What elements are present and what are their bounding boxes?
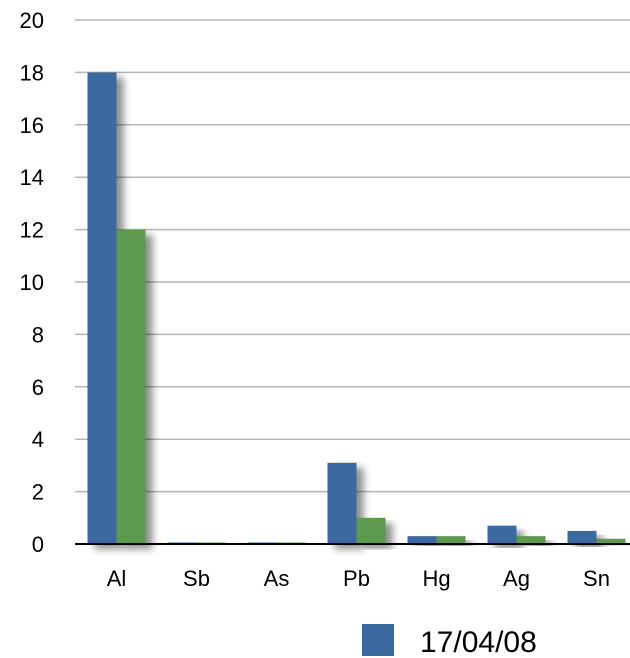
x-tick-label: Sb (183, 566, 210, 591)
y-tick-label: 6 (32, 375, 44, 400)
y-tick-label: 10 (20, 270, 44, 295)
y-tick-label: 20 (20, 8, 44, 33)
bar-sn-series-1 (567, 530, 597, 544)
bar-al-series-1 (87, 72, 117, 545)
legend-swatch (362, 624, 394, 656)
y-tick-label: 18 (20, 60, 44, 85)
x-axis-labels: Al Sb As Pb Hg Ag Sn (107, 566, 610, 591)
bar-pb-series-1 (327, 462, 357, 544)
bar-ag-series-2 (516, 536, 546, 544)
y-tick-label: 4 (32, 427, 44, 452)
bar-ag-series-1 (487, 525, 517, 544)
legend: 17/04/08 (362, 624, 537, 658)
y-tick-label: 14 (20, 165, 44, 190)
x-tick-label: Ag (503, 566, 530, 591)
y-tick-label: 0 (32, 532, 44, 557)
legend-label: 17/04/08 (420, 626, 537, 658)
bar-sn-series-2 (596, 538, 626, 544)
x-tick-label: Sn (583, 566, 610, 591)
x-tick-label: Al (107, 566, 127, 591)
x-tick-label: As (264, 566, 290, 591)
bar-al-series-2 (116, 229, 146, 544)
bars (87, 72, 626, 545)
bar-hg-series-1 (407, 536, 437, 544)
y-axis-ticks: 0 2 4 6 8 10 12 14 16 18 20 (20, 8, 44, 557)
y-tick-label: 16 (20, 113, 44, 138)
gridlines (75, 19, 630, 493)
x-tick-label: Pb (343, 566, 370, 591)
bar-hg-series-2 (436, 536, 466, 544)
y-tick-label: 12 (20, 218, 44, 243)
x-tick-label: Hg (422, 566, 450, 591)
y-tick-label: 2 (32, 480, 44, 505)
bar-pb-series-2 (356, 517, 386, 544)
y-tick-label: 8 (32, 322, 44, 347)
